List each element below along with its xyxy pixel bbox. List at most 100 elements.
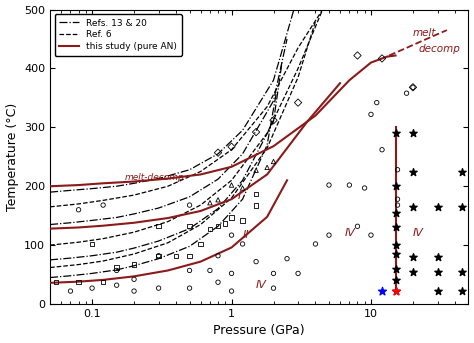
Point: [214, 197, 222, 202]
Point: [130, 276, 138, 282]
Point: [270, 271, 277, 276]
Point: [113, 265, 120, 270]
Point: [214, 280, 222, 285]
Point: [214, 253, 222, 259]
Y-axis label: Temperature (°C): Temperature (°C): [6, 103, 18, 211]
Point: [155, 285, 163, 291]
Point: [206, 268, 214, 273]
Point: [392, 266, 399, 271]
Point: [409, 85, 417, 90]
Point: [283, 256, 291, 261]
Point: [458, 204, 466, 210]
Point: [458, 269, 466, 274]
Point: [214, 150, 222, 155]
Point: [172, 253, 180, 259]
Point: [186, 253, 193, 259]
Text: melt-decomp: melt-decomp: [124, 173, 184, 182]
Point: [186, 285, 193, 291]
Point: [409, 169, 417, 174]
Point: [378, 288, 386, 294]
Point: [186, 224, 193, 229]
Point: [409, 204, 417, 210]
Point: [392, 130, 399, 136]
Point: [252, 203, 260, 209]
Point: [88, 241, 96, 247]
Point: [392, 278, 399, 283]
Point: [221, 221, 229, 226]
Point: [373, 100, 381, 105]
Point: [367, 111, 375, 117]
Text: IV: IV: [256, 280, 267, 289]
Text: decomp: decomp: [419, 44, 461, 54]
Point: [346, 182, 353, 188]
Point: [67, 288, 74, 294]
Point: [392, 210, 399, 215]
Point: [378, 56, 386, 61]
Point: [409, 85, 417, 90]
Point: [75, 207, 82, 213]
Point: [270, 285, 277, 291]
Point: [52, 280, 60, 285]
Point: [354, 224, 361, 229]
Point: [252, 191, 260, 197]
Point: [228, 271, 235, 276]
Point: [239, 241, 246, 247]
Point: [270, 159, 277, 164]
Point: [228, 215, 235, 220]
Point: [113, 268, 120, 273]
Point: [392, 243, 399, 248]
Point: [312, 241, 319, 247]
Point: [294, 100, 302, 105]
Point: [252, 129, 260, 135]
Point: [367, 232, 375, 238]
Point: [206, 200, 214, 205]
Point: [403, 91, 410, 96]
Point: [434, 269, 441, 274]
Point: [252, 168, 260, 173]
Point: [409, 130, 417, 136]
Point: [270, 118, 277, 123]
Text: II: II: [243, 230, 249, 240]
Point: [394, 202, 401, 208]
Point: [325, 182, 333, 188]
Point: [88, 285, 96, 291]
Point: [186, 202, 193, 208]
Point: [392, 288, 399, 294]
Point: [228, 182, 235, 188]
Point: [325, 232, 333, 238]
Point: [239, 218, 246, 223]
Point: [239, 185, 246, 191]
X-axis label: Pressure (GPa): Pressure (GPa): [213, 324, 305, 338]
Point: [392, 251, 399, 257]
Point: [155, 253, 163, 259]
Legend: Refs. 13 & 20, Ref. 6, this study (pure AN): Refs. 13 & 20, Ref. 6, this study (pure …: [55, 14, 182, 56]
Point: [100, 202, 107, 208]
Point: [252, 259, 260, 264]
Point: [392, 288, 399, 294]
Point: [130, 262, 138, 267]
Point: [392, 184, 399, 189]
Point: [392, 225, 399, 230]
Point: [458, 288, 466, 294]
Point: [434, 204, 441, 210]
Point: [458, 169, 466, 174]
Point: [378, 147, 386, 153]
Point: [409, 269, 417, 274]
Point: [214, 224, 222, 229]
Point: [206, 226, 214, 232]
Point: [394, 167, 401, 173]
Point: [130, 288, 138, 294]
Point: [228, 144, 235, 150]
Point: [113, 282, 120, 288]
Point: [155, 224, 163, 229]
Point: [434, 254, 441, 260]
Point: [294, 271, 302, 276]
Text: IV: IV: [413, 228, 424, 238]
Point: [100, 280, 107, 285]
Point: [155, 253, 163, 259]
Point: [434, 288, 441, 294]
Point: [361, 185, 368, 191]
Text: I: I: [237, 191, 240, 201]
Point: [197, 241, 204, 247]
Point: [228, 232, 235, 238]
